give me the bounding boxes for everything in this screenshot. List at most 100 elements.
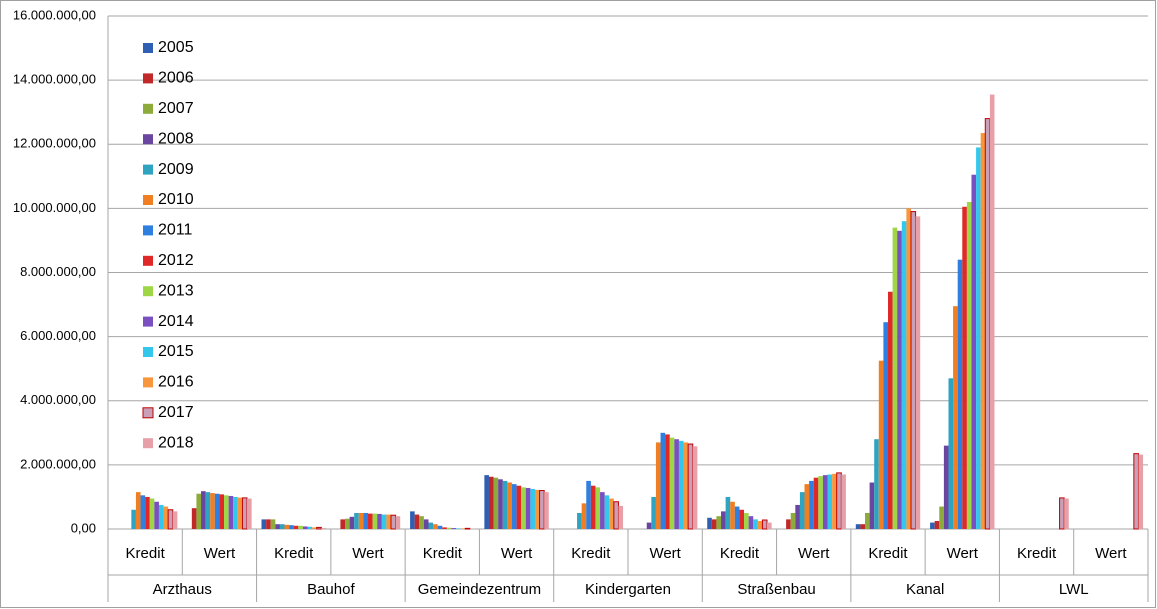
legend-label: 2017	[158, 404, 194, 421]
bar	[939, 506, 944, 529]
legend-label: 2018	[158, 434, 194, 451]
x-tick-label: Wert	[798, 545, 830, 562]
bar	[683, 442, 689, 529]
bar	[957, 259, 963, 529]
legend-swatch	[143, 255, 153, 266]
y-tick-label: 14.000.000,00	[13, 72, 96, 87]
bar	[145, 496, 150, 529]
bar	[767, 522, 772, 529]
legend-swatch	[143, 347, 153, 357]
x-tick-label: Kredit	[868, 545, 908, 562]
bar	[284, 524, 290, 529]
bar	[744, 512, 749, 529]
legend-label: 2005	[158, 39, 194, 56]
bar	[725, 496, 731, 529]
bar	[761, 519, 768, 530]
bar	[377, 513, 382, 529]
y-tick-label: 16.000.000,00	[13, 7, 96, 22]
bar	[655, 442, 661, 529]
bar	[154, 501, 159, 529]
bar	[302, 526, 308, 529]
group-label: Kanal	[906, 581, 944, 598]
y-tick-label: 8.000.000,00	[20, 264, 96, 279]
group-label: Arzthaus	[153, 581, 212, 598]
bar	[618, 505, 624, 529]
bar	[790, 512, 796, 529]
legend-label: 2013	[158, 282, 194, 299]
group-label: Kindergarten	[585, 581, 671, 598]
y-tick-label: 12.000.000,00	[13, 136, 96, 151]
x-tick-label: Wert	[1095, 545, 1127, 562]
legend-swatch	[143, 43, 153, 53]
bar	[525, 487, 531, 529]
legend-label: 2011	[158, 222, 193, 239]
bar	[874, 439, 879, 529]
bar	[786, 519, 791, 529]
bar	[140, 495, 146, 529]
bar	[930, 522, 935, 529]
bar	[316, 526, 322, 530]
bar	[613, 501, 619, 530]
bar	[980, 133, 986, 529]
legend-swatch	[143, 73, 153, 84]
bar	[544, 492, 549, 529]
bar	[205, 492, 211, 529]
bar	[665, 434, 670, 529]
legend-swatch	[142, 407, 154, 419]
bar	[809, 480, 814, 529]
bar	[275, 524, 280, 529]
bar	[989, 94, 995, 529]
x-tick-label: Wert	[649, 545, 681, 562]
y-tick-label: 2.000.000,00	[20, 456, 96, 471]
bar	[892, 227, 898, 530]
y-tick-label: 0,00	[71, 520, 96, 535]
bar	[498, 479, 503, 529]
bar	[721, 511, 726, 529]
bar	[818, 476, 823, 529]
legend-swatch	[143, 164, 153, 175]
bar	[214, 493, 220, 529]
legend-swatch	[143, 286, 153, 297]
bar	[279, 524, 285, 529]
bar	[395, 516, 401, 529]
legend-label: 2016	[158, 374, 194, 391]
bar	[442, 527, 447, 529]
bar	[354, 512, 359, 529]
legend-label: 2015	[158, 343, 194, 360]
x-tick-label: Kredit	[571, 545, 611, 562]
bar	[586, 480, 591, 529]
bar	[860, 524, 865, 529]
bar	[646, 522, 652, 529]
bar	[1133, 453, 1139, 530]
bar	[804, 484, 810, 529]
bar	[813, 477, 819, 529]
bar	[219, 494, 225, 529]
bar	[386, 514, 391, 529]
y-tick-label: 10.000.000,00	[13, 200, 96, 215]
bar	[261, 519, 267, 529]
group-label: LWL	[1059, 581, 1089, 598]
legend-swatch	[143, 195, 153, 205]
bar	[827, 474, 833, 529]
legend-swatch	[143, 316, 153, 327]
bar	[363, 512, 368, 529]
legend-label: 2014	[158, 313, 194, 330]
legend-label: 2006	[158, 70, 194, 87]
bar	[590, 485, 596, 529]
bar	[414, 514, 420, 529]
bar	[460, 528, 466, 529]
bar	[906, 208, 911, 529]
bar	[293, 525, 299, 529]
bar	[897, 230, 902, 529]
bar	[428, 522, 434, 529]
bar	[521, 487, 526, 529]
x-tick-label: Kredit	[274, 545, 314, 562]
bar	[966, 201, 972, 529]
bar	[530, 488, 535, 529]
bar	[604, 495, 610, 529]
bar	[711, 519, 717, 529]
legend-swatch	[143, 225, 153, 236]
bar	[191, 508, 197, 529]
legend-label: 2009	[158, 161, 194, 178]
legend-swatch	[143, 103, 153, 114]
